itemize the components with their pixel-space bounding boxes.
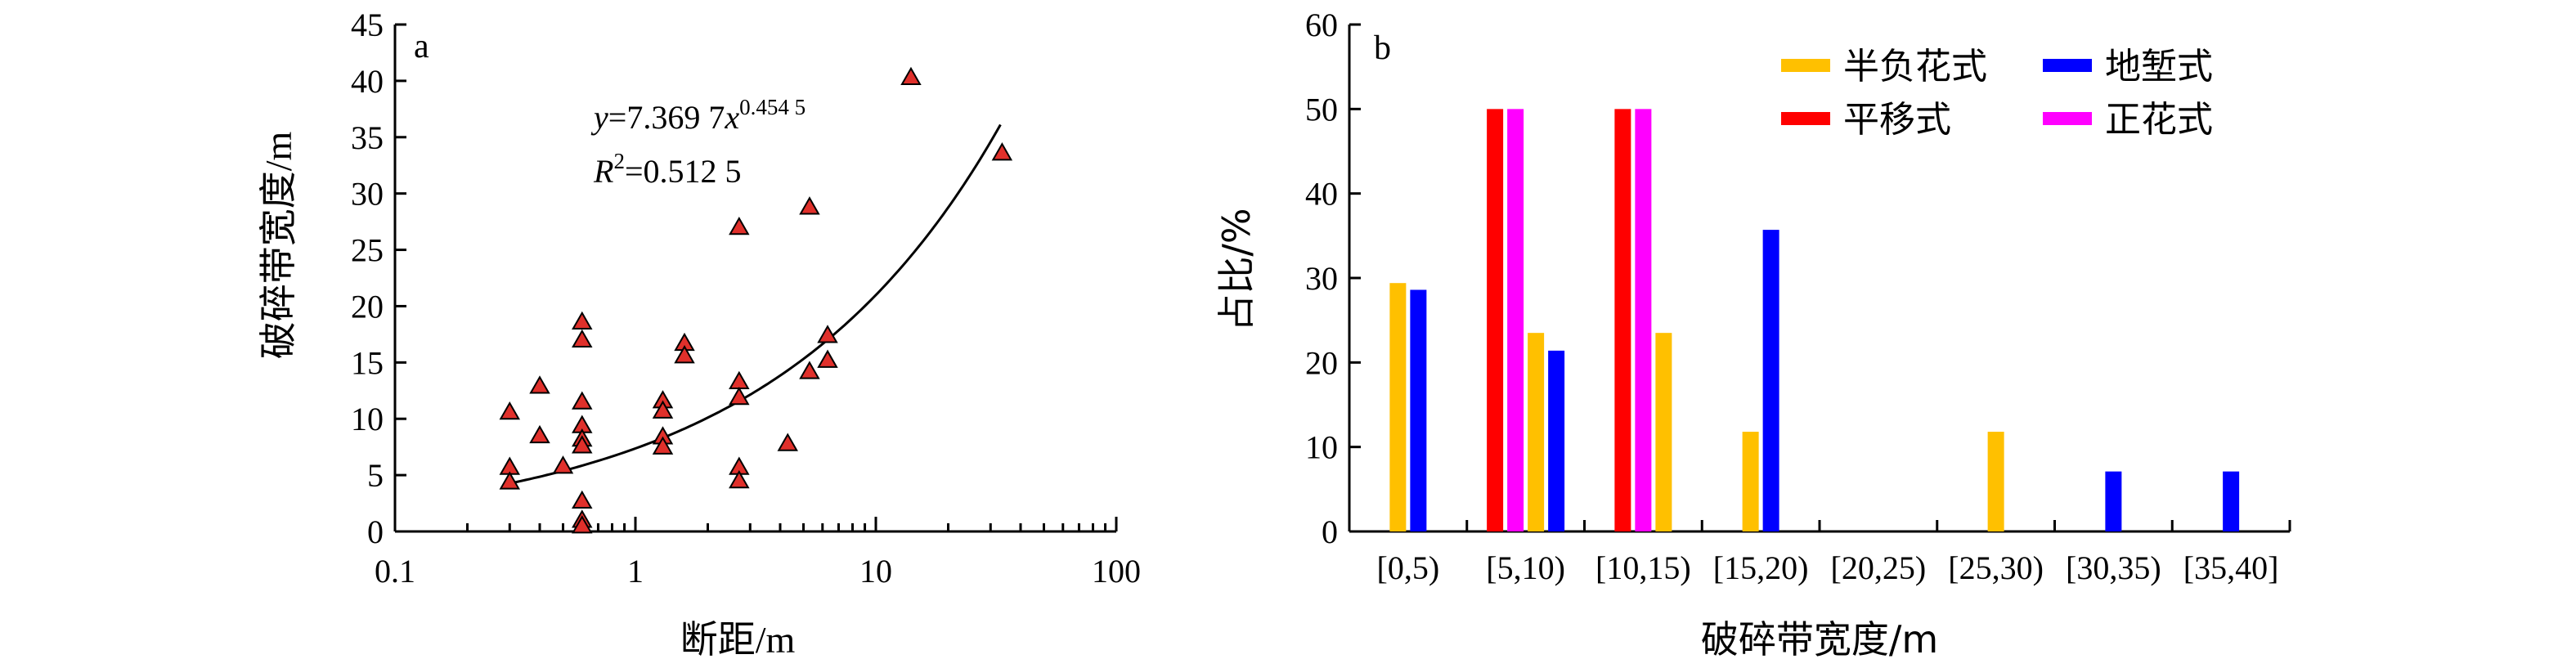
data-point bbox=[799, 196, 820, 215]
x-tick-label-b: [15,20) bbox=[1713, 549, 1809, 586]
y-axis-label-b: 占比/% bbox=[1214, 208, 1259, 331]
y-tick-label-b: 40 bbox=[1305, 176, 1338, 213]
data-point bbox=[572, 311, 593, 330]
x-tick-label-b: [5,10) bbox=[1486, 549, 1565, 586]
bar bbox=[1487, 109, 1504, 532]
x-tick-label-a: 0.1 bbox=[375, 553, 415, 590]
legend-swatch bbox=[1781, 112, 1830, 125]
bar bbox=[1635, 109, 1652, 532]
data-point bbox=[799, 361, 820, 379]
legend-swatch bbox=[2043, 59, 2092, 72]
y-tick-label-a: 20 bbox=[351, 288, 384, 325]
x-tick-label-b: [20,25) bbox=[1831, 549, 1927, 586]
data-point bbox=[572, 391, 593, 410]
bar bbox=[1614, 109, 1631, 532]
data-point bbox=[900, 66, 922, 86]
y-tick-label-a: 15 bbox=[351, 344, 384, 381]
y-tick-label-b: 20 bbox=[1305, 344, 1338, 381]
data-point bbox=[729, 469, 750, 489]
data-point bbox=[729, 387, 750, 406]
legend-label: 地堑式 bbox=[2105, 46, 2213, 87]
x-tick-label-b: [35,40] bbox=[2183, 549, 2279, 586]
fit-r-squared: R2=0.512 5 bbox=[593, 149, 742, 190]
panel-a-letter: a bbox=[414, 28, 429, 65]
data-point bbox=[652, 400, 674, 419]
bar bbox=[1507, 109, 1524, 532]
x-axis-label-b: 破碎带宽度/m bbox=[1701, 617, 1938, 661]
x-tick-label-b: [25,30) bbox=[1948, 549, 2044, 586]
data-point bbox=[991, 142, 1013, 161]
bar bbox=[1528, 333, 1545, 531]
data-point bbox=[729, 370, 750, 390]
panel-b-letter: b bbox=[1374, 29, 1391, 67]
data-point bbox=[817, 349, 838, 368]
data-point bbox=[552, 455, 574, 474]
bar bbox=[1389, 283, 1407, 531]
bar bbox=[1548, 350, 1565, 531]
bar bbox=[2223, 471, 2240, 531]
y-tick-label-a: 5 bbox=[367, 457, 384, 494]
y-tick-label-a: 25 bbox=[351, 232, 384, 269]
y-tick-label-a: 35 bbox=[351, 119, 384, 156]
panel-b-bar: 0 10 20 30 40 50 60 [0,5) [5,10) [10,15) [15,20) [2… bbox=[1214, 7, 2291, 661]
data-point bbox=[499, 401, 520, 420]
y-axis-label-a: 破碎带宽度/m bbox=[256, 132, 300, 360]
y-tick-label-b: 60 bbox=[1305, 7, 1338, 43]
x-tick-label-b: [0,5) bbox=[1377, 549, 1440, 586]
data-point bbox=[817, 325, 838, 343]
x-tick-label-a: 100 bbox=[1092, 553, 1141, 590]
panel-a-axes: 0 5 10 15 20 25 30 35 40 45 0.1 1 10 100 bbox=[351, 7, 1141, 590]
legend-label: 正花式 bbox=[2105, 99, 2213, 141]
bars bbox=[1389, 109, 2240, 532]
y-tick-label-b: 30 bbox=[1305, 260, 1338, 297]
y-tick-label-a: 45 bbox=[351, 7, 384, 43]
x-tick-label-a: 10 bbox=[859, 553, 892, 590]
data-point bbox=[674, 345, 695, 364]
fit-equation: y=7.369 7x0.454 5 bbox=[590, 95, 806, 136]
x-tick-label-b: [10,15) bbox=[1595, 549, 1691, 586]
y-tick-label-a: 30 bbox=[351, 176, 384, 213]
y-tick-label-a: 40 bbox=[351, 63, 384, 100]
bar bbox=[1410, 289, 1427, 531]
y-tick-label-a: 10 bbox=[351, 401, 384, 437]
y-tick-label-a: 0 bbox=[367, 513, 384, 550]
data-point bbox=[572, 490, 593, 509]
bar bbox=[1987, 432, 2004, 531]
y-tick-label-b: 10 bbox=[1305, 429, 1338, 466]
x-tick-label-b: [30,35) bbox=[2066, 549, 2161, 586]
fit-curve bbox=[509, 123, 1002, 485]
bar bbox=[2105, 471, 2122, 531]
bar bbox=[1742, 432, 1759, 531]
y-tick-label-b: 0 bbox=[1322, 513, 1338, 550]
x-tick-label-a: 1 bbox=[627, 553, 644, 590]
bar bbox=[1762, 230, 1779, 531]
data-point bbox=[529, 424, 550, 444]
data-point bbox=[729, 216, 750, 235]
data-point bbox=[652, 436, 674, 455]
legend-swatch bbox=[2043, 112, 2092, 125]
scatter-points bbox=[499, 66, 1013, 534]
panel-b-axes: 0 10 20 30 40 50 60 [0,5) [5,10) [10,15) [15,20) [2… bbox=[1305, 7, 2291, 586]
data-point bbox=[529, 375, 550, 394]
panel-a-scatter: 0 5 10 15 20 25 30 35 40 45 0.1 1 10 100 a y=7.369 7x… bbox=[256, 7, 1141, 661]
data-point bbox=[572, 435, 593, 454]
data-point bbox=[572, 515, 593, 534]
data-point bbox=[777, 433, 798, 451]
bar bbox=[1655, 333, 1672, 531]
y-tick-label-b: 50 bbox=[1305, 91, 1338, 128]
x-axis-label-a: 断距/m bbox=[680, 617, 796, 661]
data-point bbox=[499, 471, 520, 490]
data-point bbox=[572, 329, 593, 348]
legend-label: 半负花式 bbox=[1843, 46, 1987, 87]
legend-swatch bbox=[1781, 59, 1830, 72]
legend-label: 平移式 bbox=[1843, 99, 1951, 141]
